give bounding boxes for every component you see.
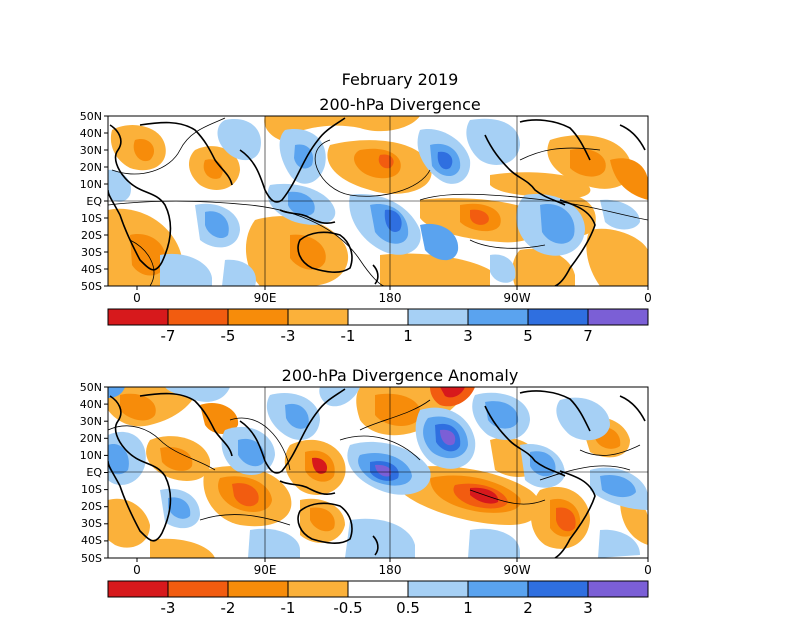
- colorbar-label: -1: [280, 599, 296, 617]
- panel2-lat-label: 20N: [79, 431, 102, 445]
- colorbar-swatch: [587, 580, 649, 598]
- panel2-lat-label: 50S: [81, 551, 102, 565]
- colorbar-swatch: [287, 308, 349, 326]
- colorbar-label: 0.5: [396, 599, 420, 617]
- panel2-lat-label: EQ: [86, 466, 102, 479]
- colorbar-swatch: [587, 308, 649, 326]
- panel2-lat-label: 40S: [81, 534, 102, 548]
- panel1-lat-label: 30S: [81, 245, 102, 259]
- colorbar-swatch: [347, 308, 409, 326]
- panel1-lat-label: 20S: [81, 228, 102, 242]
- panel2-lat-label: 30N: [79, 414, 102, 428]
- colorbar-label: 5: [523, 327, 533, 345]
- panel1-lat-label: 20N: [79, 160, 102, 174]
- panel1-lat-label: 10N: [79, 177, 102, 191]
- panel1-lat-label: 10S: [81, 211, 102, 225]
- colorbar-label: -5: [220, 327, 236, 345]
- panel1-lat-label: 40N: [79, 126, 102, 140]
- colorbar-label: -0.5: [333, 599, 363, 617]
- panel1-lat-label: 40S: [81, 262, 102, 276]
- colorbar-label: 7: [583, 327, 593, 345]
- colorbar-swatch: [227, 308, 289, 326]
- panel2-coastlines: [108, 388, 646, 558]
- panel1-lon-label: 0: [133, 291, 141, 305]
- colorbar-swatch: [167, 308, 229, 326]
- panel1-lon-label: 180: [378, 291, 402, 305]
- panel2-lon-label: 0: [644, 563, 652, 577]
- panel1-lat-label: 50N: [79, 109, 102, 123]
- colorbar-swatch: [107, 308, 169, 326]
- panel1-lat-label: 30N: [79, 143, 102, 157]
- panel2-lat-label: 10N: [79, 448, 102, 462]
- panel2-lat-label: 30S: [81, 517, 102, 531]
- colorbar-label: -2: [220, 599, 236, 617]
- colorbar-swatch: [287, 580, 349, 598]
- colorbar-label: 3: [463, 327, 473, 345]
- colorbar-swatch: [467, 308, 529, 326]
- panel2-lat-label: 10S: [81, 483, 102, 497]
- panel2-lat-label: 40N: [79, 397, 102, 411]
- panel1-colorbar: [107, 308, 649, 326]
- panel1-lat-label: EQ: [86, 194, 102, 208]
- colorbar-label: -7: [160, 327, 176, 345]
- colorbar-label: -1: [340, 327, 356, 345]
- panel2-lat-label: 50N: [79, 380, 102, 394]
- colorbar-swatch: [527, 580, 589, 598]
- colorbar-swatch: [467, 580, 529, 598]
- figure-month-title: February 2019: [341, 70, 459, 89]
- colorbar-label: 3: [583, 599, 593, 617]
- colorbar-swatch: [347, 580, 409, 598]
- colorbar-swatch: [527, 308, 589, 326]
- panel1-lon-label: 90W: [503, 291, 531, 305]
- colorbar-label: 1: [403, 327, 413, 345]
- panel1-field: [108, 116, 648, 286]
- panel1-lat-label: 50S: [81, 279, 102, 293]
- panel2-lon-label: 90E: [253, 563, 277, 577]
- panel1-title: 200-hPa Divergence: [319, 95, 481, 114]
- panel2-field: [108, 387, 648, 558]
- colorbar-swatch: [407, 580, 469, 598]
- colorbar-label: 1: [463, 599, 473, 617]
- colorbar-label: 2: [523, 599, 533, 617]
- colorbar-label: -3: [160, 599, 176, 617]
- colorbar-label: -3: [280, 327, 296, 345]
- panel1-lon-label: 0: [644, 291, 652, 305]
- colorbar-swatch: [227, 580, 289, 598]
- colorbar-swatch: [167, 580, 229, 598]
- panel2-lon-label: 90W: [503, 563, 531, 577]
- panel2-lon-label: 180: [378, 563, 402, 577]
- panel1-coastlines: [108, 117, 646, 286]
- panel1-lon-label: 90E: [253, 291, 277, 305]
- panel2-title: 200-hPa Divergence Anomaly: [281, 366, 519, 385]
- panel2-colorbar: [107, 580, 649, 598]
- panel2-lat-label: 20S: [81, 500, 102, 514]
- colorbar-swatch: [407, 308, 469, 326]
- colorbar-swatch: [107, 580, 169, 598]
- panel2-lon-label: 0: [133, 563, 141, 577]
